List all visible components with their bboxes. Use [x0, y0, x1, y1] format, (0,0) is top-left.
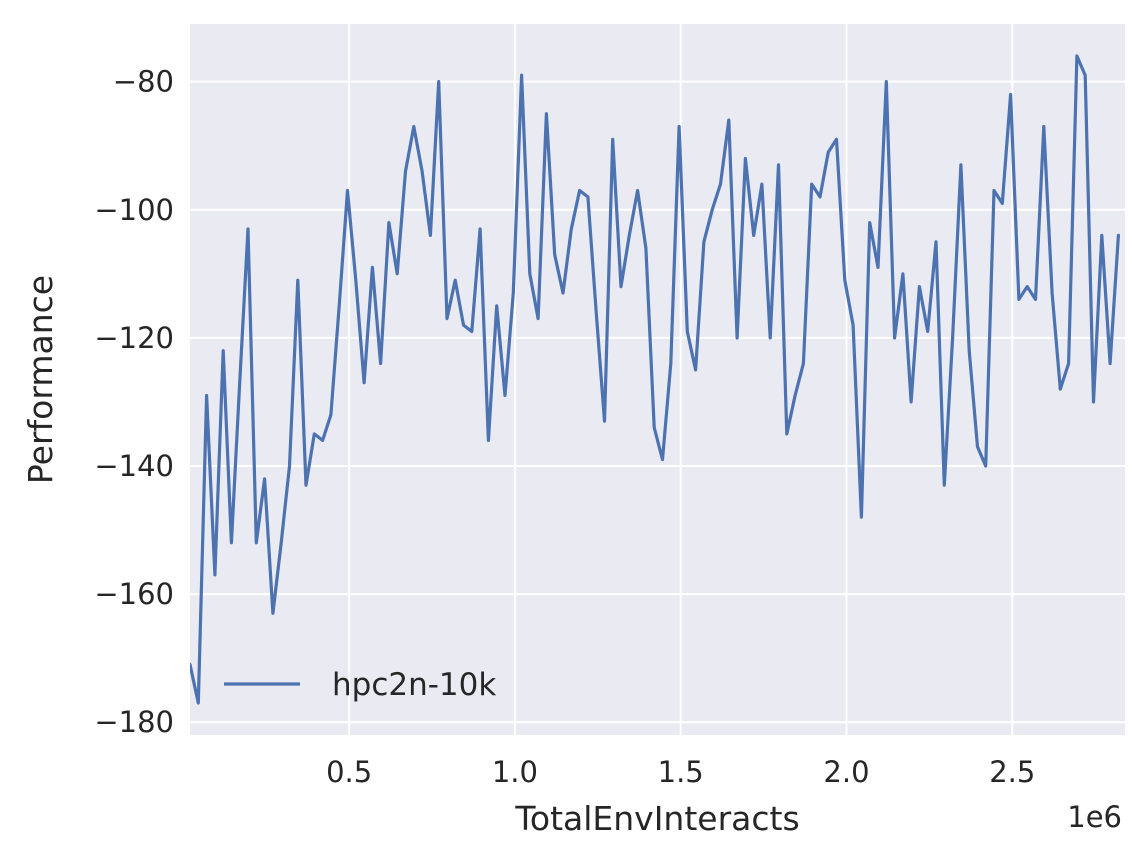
x-tick-label-3: 2.0: [823, 755, 869, 789]
y-tick-label-3: −140: [94, 449, 174, 483]
y-tick-label-4: −160: [94, 577, 174, 611]
series-layer: [190, 54, 1120, 705]
legend-label-hpc2n-10k: hpc2n-10k: [332, 667, 496, 703]
x-tick-label-2: 1.5: [658, 755, 704, 789]
y-tick-label-5: −180: [94, 705, 174, 739]
series-line-hpc2n-10k: [190, 54, 1120, 705]
y-axis-label: Performance: [21, 275, 60, 484]
plot-area: [190, 24, 1125, 735]
y-tick-labels: −80 −100 −120 −140 −160 −180: [94, 65, 174, 740]
x-tick-label-4: 2.5: [989, 755, 1035, 789]
y-tick-label-1: −100: [94, 193, 174, 227]
x-tick-label-1: 1.0: [492, 755, 538, 789]
x-axis-offset-text: 1e6: [1067, 800, 1122, 834]
y-tick-label-0: −80: [113, 65, 174, 99]
x-tick-label-0: 0.5: [326, 755, 372, 789]
y-tick-label-2: −120: [94, 321, 174, 355]
x-tick-labels: 0.5 1.0 1.5 2.0 2.5: [326, 755, 1035, 789]
x-axis-label: TotalEnvInteracts: [514, 799, 799, 838]
legend: hpc2n-10k: [224, 667, 496, 703]
